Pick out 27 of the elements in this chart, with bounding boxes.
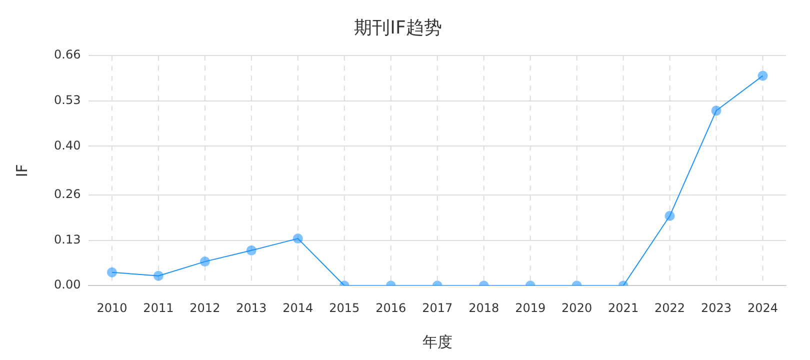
y-tick-label: 0.26: [54, 187, 81, 202]
x-tick-label: 2018: [468, 300, 500, 315]
x-tick-label: 2013: [236, 300, 267, 315]
y-tick-label: 0.00: [54, 278, 81, 292]
x-tick-label: 2014: [282, 300, 314, 315]
y-tick-label: 0.53: [54, 93, 81, 108]
y-tick-label: 0.13: [54, 232, 81, 246]
x-tick-label: 2012: [190, 300, 220, 315]
point: [664, 210, 675, 221]
y-axis-title: IF: [12, 164, 31, 178]
x-tick-label: 2016: [376, 300, 406, 315]
y-tick-label: 0.40: [54, 138, 81, 152]
x-tick-label: 2015: [329, 300, 360, 315]
y-tick-label: 0.66: [54, 48, 81, 62]
x-tick-label: 2020: [562, 300, 592, 315]
point: [758, 70, 768, 81]
x-tick-label: 2022: [654, 300, 686, 315]
x-tick-label: 2019: [515, 300, 546, 315]
x-tick-label: 2024: [747, 300, 778, 315]
x-tick-label: 2017: [422, 300, 453, 315]
x-axis-title: 年度: [422, 332, 452, 351]
x-tick-label: 2023: [701, 300, 732, 315]
chart-title: 期刊IF趋势: [354, 17, 442, 38]
x-tick-label: 2010: [96, 300, 128, 315]
x-tick-label: 2021: [608, 300, 639, 315]
x-tick-label: 2011: [143, 300, 174, 315]
point: [711, 106, 722, 116]
